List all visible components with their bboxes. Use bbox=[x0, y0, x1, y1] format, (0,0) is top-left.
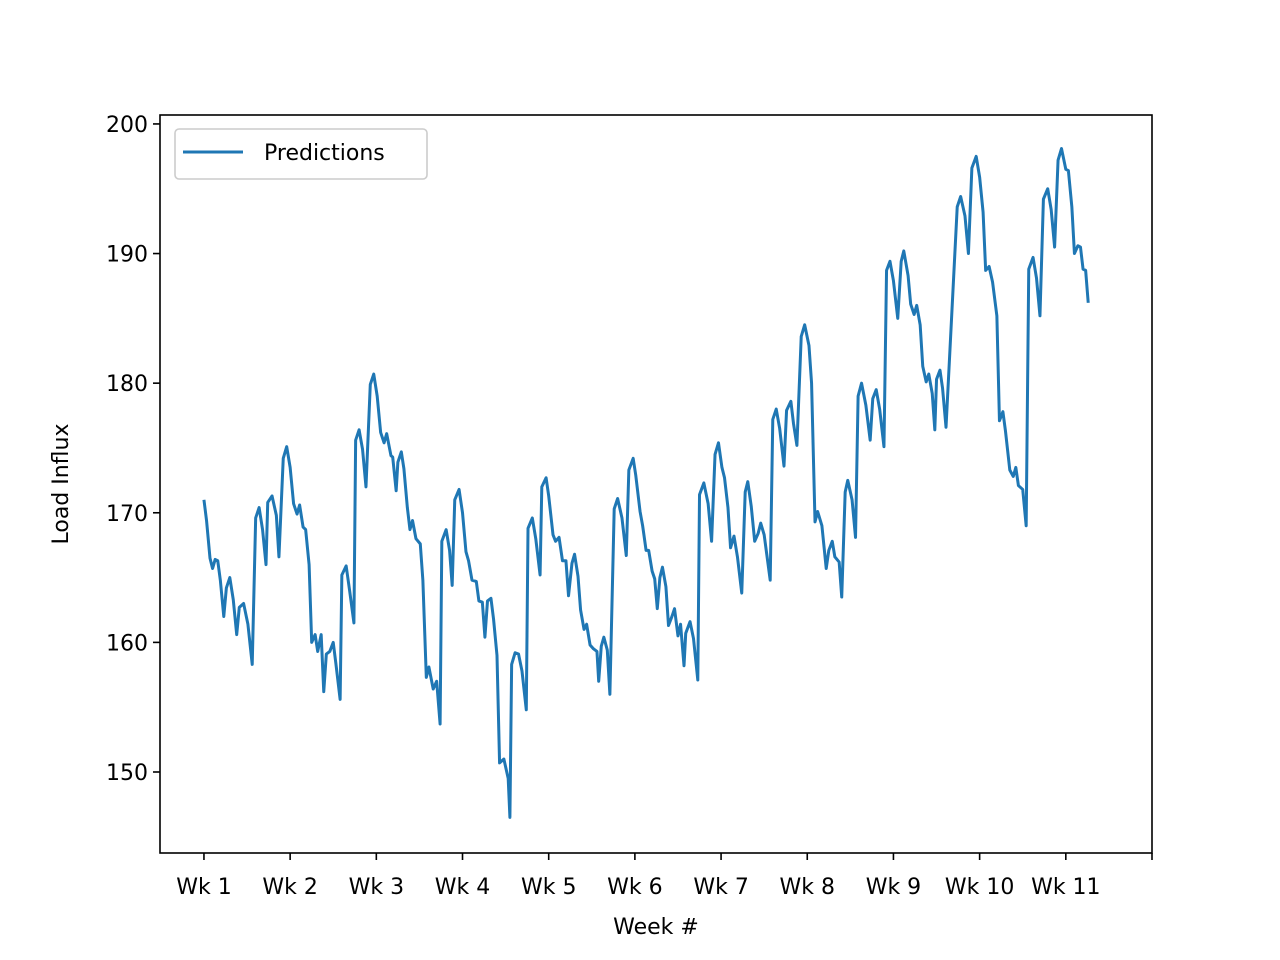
x-tick-label: Wk 8 bbox=[780, 875, 835, 900]
y-tick-label: 150 bbox=[106, 761, 148, 786]
y-axis-label: Load Influx bbox=[49, 423, 74, 544]
x-tick-label: Wk 4 bbox=[435, 875, 490, 900]
x-tick-label: Wk 11 bbox=[1031, 875, 1100, 900]
y-tick-label: 170 bbox=[106, 502, 148, 527]
x-tick-label: Wk 10 bbox=[945, 875, 1014, 900]
y-tick-label: 180 bbox=[106, 372, 148, 397]
legend-label: Predictions bbox=[264, 141, 385, 166]
x-axis-label: Week # bbox=[613, 915, 699, 940]
x-tick-label: Wk 1 bbox=[176, 875, 231, 900]
x-tick-label: Wk 5 bbox=[521, 875, 576, 900]
x-tick-label: Wk 6 bbox=[607, 875, 662, 900]
y-tick-label: 190 bbox=[106, 243, 148, 268]
legend-box bbox=[174, 128, 428, 180]
x-tick-label: Wk 2 bbox=[262, 875, 317, 900]
y-tick-label: 200 bbox=[106, 113, 148, 138]
plot-frame bbox=[159, 114, 1153, 854]
line-series bbox=[202, 147, 1090, 819]
y-tick-label: 160 bbox=[106, 631, 148, 656]
x-tick-label: Wk 3 bbox=[349, 875, 404, 900]
x-tick-label: Wk 7 bbox=[693, 875, 748, 900]
x-tick-label: Wk 9 bbox=[866, 875, 921, 900]
